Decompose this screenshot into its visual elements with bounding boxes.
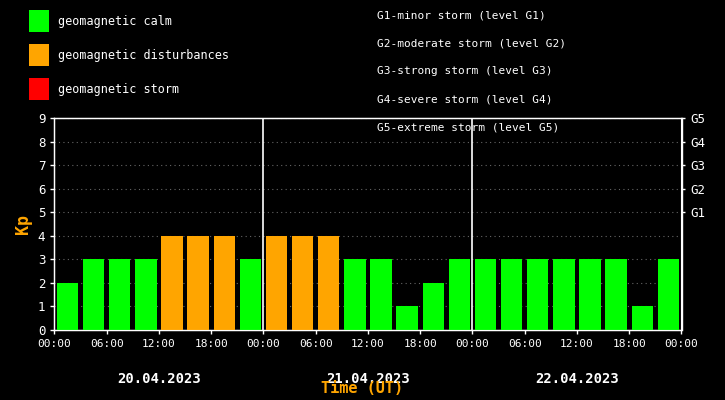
- Bar: [187, 236, 209, 330]
- Text: G3-strong storm (level G3): G3-strong storm (level G3): [377, 66, 552, 76]
- Bar: [213, 236, 235, 330]
- Text: geomagnetic disturbances: geomagnetic disturbances: [58, 48, 229, 62]
- Bar: [318, 236, 339, 330]
- Bar: [292, 236, 313, 330]
- Bar: [658, 259, 679, 330]
- Text: geomagnetic calm: geomagnetic calm: [58, 14, 172, 28]
- Text: G4-severe storm (level G4): G4-severe storm (level G4): [377, 94, 552, 104]
- Bar: [135, 259, 157, 330]
- Text: G1-minor storm (level G1): G1-minor storm (level G1): [377, 10, 546, 20]
- Bar: [501, 259, 523, 330]
- Text: G2-moderate storm (level G2): G2-moderate storm (level G2): [377, 38, 566, 48]
- Bar: [579, 259, 601, 330]
- Bar: [83, 259, 104, 330]
- Bar: [344, 259, 365, 330]
- Text: Time (UT): Time (UT): [321, 381, 404, 396]
- Bar: [631, 306, 653, 330]
- Bar: [370, 259, 392, 330]
- Bar: [57, 283, 78, 330]
- Bar: [397, 306, 418, 330]
- Bar: [449, 259, 470, 330]
- Bar: [240, 259, 261, 330]
- Bar: [109, 259, 130, 330]
- Bar: [527, 259, 549, 330]
- Y-axis label: Kp: Kp: [14, 214, 33, 234]
- Text: 20.04.2023: 20.04.2023: [117, 372, 201, 386]
- Text: geomagnetic storm: geomagnetic storm: [58, 82, 179, 96]
- Text: G5-extreme storm (level G5): G5-extreme storm (level G5): [377, 122, 559, 132]
- Bar: [266, 236, 287, 330]
- Text: 21.04.2023: 21.04.2023: [326, 372, 410, 386]
- Bar: [553, 259, 575, 330]
- Bar: [605, 259, 627, 330]
- Bar: [423, 283, 444, 330]
- Text: 22.04.2023: 22.04.2023: [535, 372, 619, 386]
- Bar: [475, 259, 496, 330]
- Bar: [161, 236, 183, 330]
